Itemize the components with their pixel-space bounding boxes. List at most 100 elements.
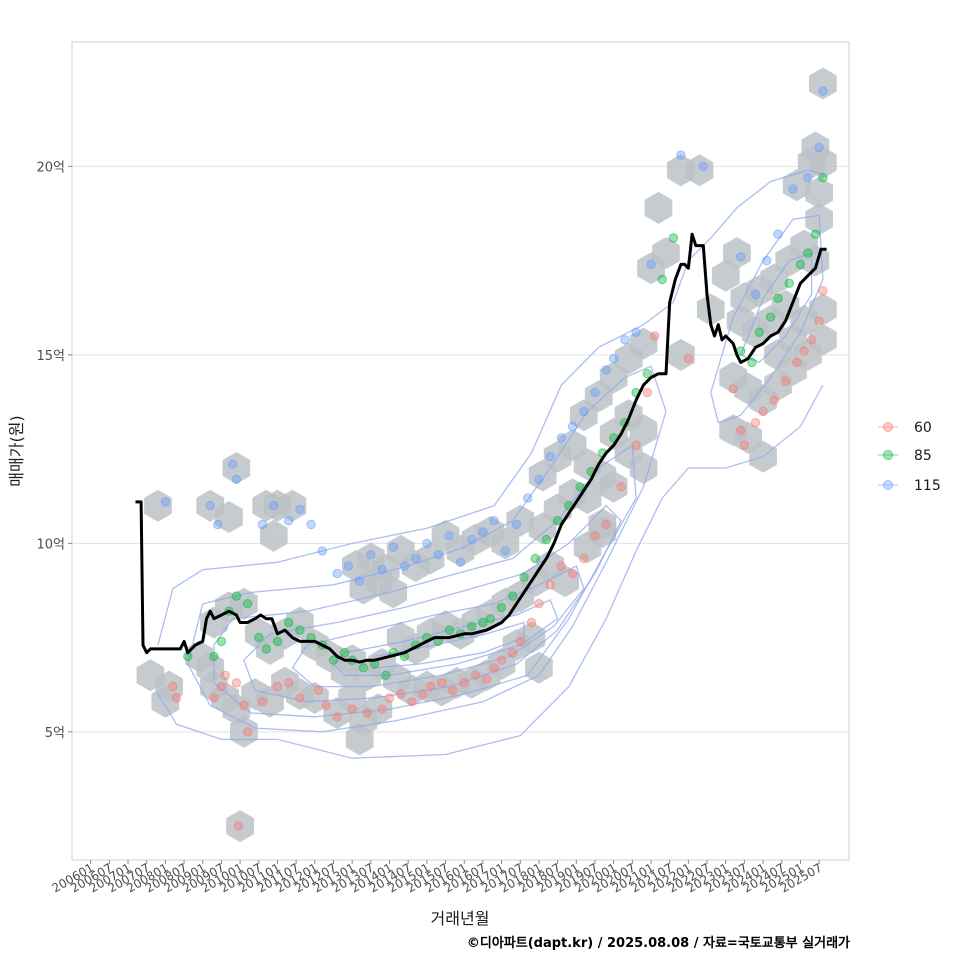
point-85 [328, 655, 339, 665]
point-115 [231, 474, 242, 484]
hexbin-cell [573, 482, 602, 515]
point-85 [530, 553, 540, 564]
point-60 [448, 685, 458, 696]
hexbin-cell [696, 293, 725, 326]
point-60 [321, 700, 331, 711]
point-85 [575, 482, 585, 492]
hexbin-cell [652, 237, 680, 270]
point-60 [534, 599, 544, 609]
density-contour [373, 621, 525, 669]
point-60 [545, 580, 555, 590]
point-115 [444, 531, 454, 541]
point-60 [470, 670, 481, 680]
point-115 [788, 184, 798, 194]
point-85 [810, 229, 821, 239]
point-85 [485, 614, 496, 624]
point-115 [511, 519, 522, 530]
point-85 [272, 636, 283, 647]
density-contours [157, 169, 824, 759]
point-60 [418, 689, 428, 699]
point-115 [601, 365, 611, 375]
hexbin-cell [644, 191, 673, 224]
point-115 [609, 353, 619, 364]
point-60 [556, 561, 567, 571]
legend-key-115 [883, 480, 893, 490]
point-85 [284, 617, 294, 628]
point-115 [736, 252, 746, 262]
y-tick-label: 15억 [36, 349, 65, 364]
x-axis-title: 거래년월 [431, 909, 490, 928]
point-85 [261, 644, 271, 654]
point-115 [814, 142, 824, 153]
point-60 [489, 663, 499, 673]
y-axis-title: 매매가(원) [7, 415, 26, 486]
point-60 [272, 681, 283, 692]
point-60 [758, 406, 768, 417]
hexbin-cell [506, 504, 535, 537]
point-60 [347, 704, 357, 714]
point-60 [739, 440, 750, 450]
density-contour [710, 214, 824, 424]
point-85 [803, 248, 813, 258]
y-tick-label: 20억 [36, 160, 65, 175]
point-60 [792, 357, 802, 368]
point-60 [332, 712, 342, 722]
hexbin-cell [259, 519, 288, 552]
point-115 [399, 561, 410, 571]
point-60 [728, 384, 738, 394]
hexbin-cell [685, 154, 714, 187]
point-115 [523, 493, 533, 503]
point-85 [478, 617, 488, 628]
point-60 [384, 693, 395, 703]
point-60 [601, 519, 611, 530]
hexbin-cell [551, 565, 579, 598]
hexbin-cell [805, 176, 833, 209]
hexbin-cell [711, 259, 740, 292]
point-85 [295, 625, 305, 635]
point-60 [650, 331, 660, 341]
point-60 [780, 376, 791, 386]
hexbin-cell [379, 576, 408, 609]
point-60 [567, 568, 578, 579]
source-caption: ©디아파트(dapt.kr) / 2025.08.08 / 자료=국토교통부 실… [467, 935, 850, 951]
point-85 [519, 572, 529, 582]
point-60 [508, 648, 518, 658]
hexbin-cell [525, 651, 553, 684]
point-115 [631, 327, 641, 337]
legend-label-60: 60 [914, 420, 932, 436]
point-115 [269, 501, 279, 511]
point-60 [750, 418, 761, 428]
hexbin-cell [809, 67, 837, 100]
point-60 [377, 704, 387, 714]
point-115 [388, 542, 398, 552]
point-60 [233, 821, 243, 831]
point-60 [481, 674, 492, 684]
hexbin-cell [151, 685, 180, 718]
point-85 [784, 278, 794, 288]
point-115 [306, 519, 316, 530]
point-115 [534, 474, 544, 484]
hexbin-cell [338, 681, 366, 714]
point-115 [676, 150, 686, 160]
point-60 [171, 693, 182, 703]
hexbin-cell [491, 527, 520, 560]
point-115 [818, 86, 828, 96]
point-60 [515, 636, 525, 647]
point-115 [545, 452, 555, 462]
point-85 [747, 357, 757, 368]
point-60 [799, 346, 809, 356]
hexbin-cell [723, 237, 751, 270]
point-60 [242, 727, 253, 737]
point-85 [209, 651, 219, 662]
point-60 [425, 681, 436, 692]
density-contour [187, 365, 667, 733]
point-60 [806, 335, 817, 345]
legend: 60 85 115 [878, 420, 941, 494]
point-85 [657, 274, 667, 285]
density-contour [243, 504, 622, 703]
point-85 [765, 312, 776, 322]
point-115 [284, 516, 294, 526]
point-60 [295, 693, 305, 703]
point-115 [500, 546, 510, 556]
